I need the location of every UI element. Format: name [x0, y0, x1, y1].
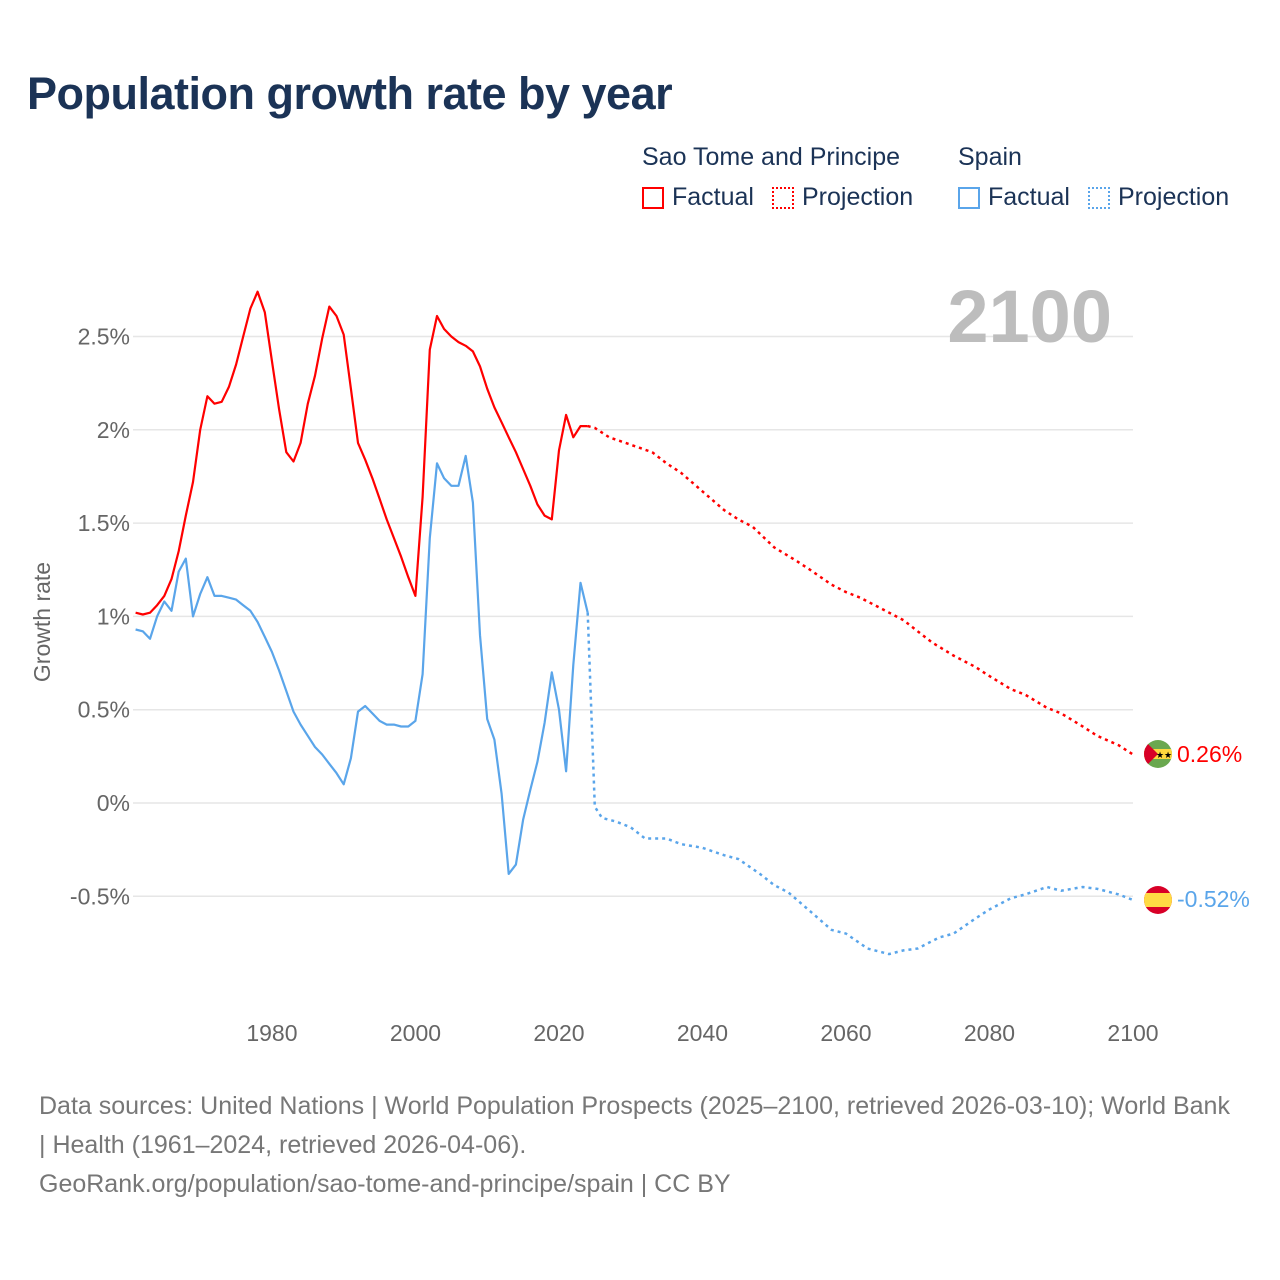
legend-item-factual[interactable]: Factual: [958, 183, 1070, 212]
x-tick-label: 2020: [533, 1020, 584, 1046]
legend-item-projection[interactable]: Projection: [771, 183, 914, 212]
y-tick-label: 2%: [97, 417, 130, 443]
y-tick-label: 2.5%: [78, 324, 130, 350]
swatch-solid-blue: [958, 186, 980, 209]
y-tick-label: 1.5%: [78, 510, 130, 536]
x-tick-label: 2100: [1107, 1020, 1158, 1046]
swatch-dotted-blue: [1087, 186, 1110, 209]
y-tick-label: 0%: [97, 790, 130, 816]
end-label-sao-tome: 0.26%: [1177, 741, 1242, 767]
legend-group-name: Sao Tome and Principe: [642, 143, 901, 171]
swatch-dotted-red: [771, 186, 794, 209]
series-factual-line-0: [135, 290, 588, 616]
spain-flag-icon: [1144, 886, 1172, 914]
credit-link[interactable]: GeoRank.org/population/sao-tome-and-prin…: [39, 1170, 731, 1198]
y-tick-label: 1%: [97, 603, 130, 629]
x-tick-label: 2060: [820, 1020, 871, 1046]
x-tick-label: 2080: [964, 1020, 1015, 1046]
year-display: 2100: [947, 275, 1112, 358]
legend-label: Factual: [672, 183, 754, 211]
swatch-solid-red: [642, 186, 664, 209]
svg-text:★★: ★★: [1156, 750, 1172, 760]
series-factual-line-1: [135, 454, 589, 876]
legend-label: Projection: [1117, 183, 1230, 211]
chart-title: Population growth rate by year: [27, 68, 673, 119]
legend-group-name: Spain: [958, 143, 1022, 171]
y-tick-label: -0.5%: [70, 883, 130, 909]
legend-sao-tome: Sao Tome and Principe Factual Projection: [642, 143, 931, 212]
y-axis-label: Growth rate: [29, 562, 55, 682]
legend-label: Projection: [801, 183, 914, 211]
x-tick-label: 1980: [246, 1020, 297, 1046]
x-tick-label: 2000: [390, 1020, 441, 1046]
legend-item-factual[interactable]: Factual: [642, 183, 754, 212]
end-label-spain: -0.52%: [1177, 886, 1250, 912]
sao-tome-flag-icon: ★★: [1144, 740, 1172, 768]
y-tick-label: 0.5%: [78, 697, 130, 723]
footer: Data sources: United Nations | World Pop…: [39, 1087, 1239, 1204]
legend-item-projection[interactable]: Projection: [1087, 183, 1230, 212]
data-sources: Data sources: United Nations | World Pop…: [39, 1092, 1230, 1159]
legend-spain: Spain Factual Projection: [958, 143, 1247, 212]
series-projection-line-1: [586, 612, 1134, 956]
legend-label: Factual: [988, 183, 1070, 211]
x-tick-label: 2040: [677, 1020, 728, 1046]
series-projection-line-0: [587, 424, 1134, 756]
